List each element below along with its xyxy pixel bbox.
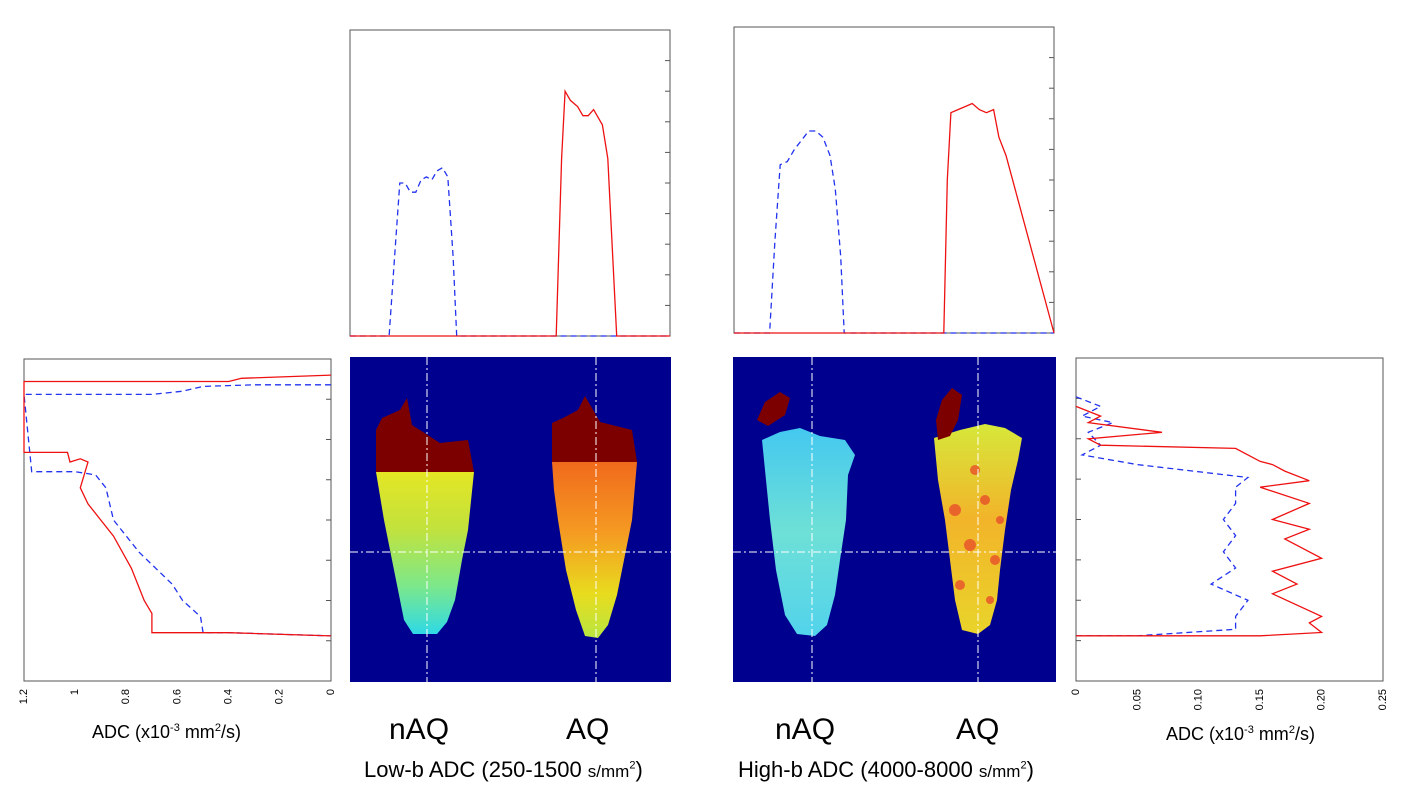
- right-side-histogram-AQ-series: [1075, 405, 1324, 637]
- left-axis-label: ADC (x10-3 mm2/s): [92, 722, 241, 743]
- low-b-caption-end: ): [635, 757, 643, 782]
- right-side-histogram-tick-label: 0.20: [1316, 689, 1328, 710]
- right-side-histogram-nAQ-series: [1075, 396, 1250, 637]
- right-side-histogram-tick-label: 0.15: [1254, 689, 1266, 710]
- left-axis-label-end: /s): [220, 722, 241, 742]
- low-b-caption: Low-b ADC (250-1500 s/mm2): [364, 757, 643, 783]
- right-axis-label-exp2: 2: [1288, 724, 1295, 736]
- tick-labels: 1.2 1 0.8 0.6 0.4 0.2 0 0 0.05 0.10 0.15 0.20 0.25: [18, 689, 1389, 710]
- low-b-top-histogram-nAQ-series: [350, 166, 670, 337]
- low-b-caption-unit: s/mm: [587, 762, 630, 781]
- left-side-histogram-frame: [23, 358, 332, 682]
- right-side-histogram-tick-label: 0.05: [1131, 689, 1143, 710]
- tick-marks: [326, 57, 1081, 642]
- low-b-top-histogram-frame: [349, 29, 671, 337]
- high-b-nAQ-label: nAQ: [775, 713, 836, 746]
- left-side-histogram-tick-label: 0.8: [120, 689, 132, 704]
- left-side-histogram-tick-label: 1.2: [18, 689, 30, 704]
- high-b-AQ-hotspots: [949, 465, 1004, 604]
- right-axis-label-pre: ADC (x10: [1166, 724, 1245, 744]
- high-b-nAQ-region: [762, 428, 855, 636]
- left-side-histogram-nAQ-series: [23, 384, 332, 637]
- low-b-caption-text: Low-b ADC (250-1500: [364, 757, 588, 782]
- low-b-top-histogram-AQ-series: [350, 88, 670, 337]
- left-side-histogram-tick-label: 0.4: [223, 689, 235, 704]
- low-b-AQ-top: [552, 396, 637, 462]
- high-b-top-histogram-AQ-series: [734, 102, 1055, 334]
- right-side-histogram-tick-label: 0.25: [1377, 689, 1389, 710]
- high-b-nAQ-top: [757, 392, 790, 426]
- histogram-series: [23, 88, 1324, 637]
- left-axis-label-exp: -3: [170, 722, 180, 734]
- left-side-histogram-tick-label: 0.6: [171, 689, 183, 704]
- right-side-histogram-frame: [1075, 357, 1384, 682]
- high-b-AQ-top: [936, 388, 962, 440]
- left-axis-label-unit: mm: [179, 722, 215, 742]
- high-b-caption-exp: 2: [1020, 759, 1027, 772]
- low-b-nAQ-region: [376, 472, 474, 634]
- left-axis-label-exp2: 2: [214, 722, 221, 734]
- right-side-histogram-tick-label: 0.10: [1193, 689, 1205, 710]
- right-axis-label-unit: mm: [1253, 724, 1289, 744]
- left-axis-label-pre: ADC (x10: [92, 722, 171, 742]
- low-b-AQ-label: AQ: [566, 713, 610, 746]
- high-b-AQ-label: AQ: [956, 713, 1000, 746]
- low-b-adc-map: [350, 357, 671, 682]
- left-side-histogram-tick-label: 1: [69, 689, 81, 695]
- right-side-histogram-tick-label: 0: [1070, 689, 1082, 695]
- high-b-caption-text: High-b ADC (4000-8000: [738, 757, 979, 782]
- low-b-caption-exp: 2: [629, 759, 636, 772]
- left-side-histogram-AQ-series: [23, 374, 332, 637]
- right-axis-label-exp: -3: [1244, 724, 1254, 736]
- low-b-nAQ-label: nAQ: [389, 713, 450, 746]
- high-b-caption-unit: s/mm: [978, 762, 1021, 781]
- high-b-caption-end: ): [1026, 757, 1034, 782]
- high-b-top-histogram-frame: [733, 26, 1055, 334]
- left-side-histogram-tick-label: 0.2: [274, 689, 286, 704]
- right-axis-label-end: /s): [1294, 724, 1315, 744]
- high-b-adc-map: [733, 357, 1056, 682]
- low-b-AQ-region: [552, 462, 637, 638]
- right-axis-label: ADC (x10-3 mm2/s): [1166, 724, 1315, 745]
- high-b-caption: High-b ADC (4000-8000 s/mm2): [738, 757, 1034, 783]
- low-b-nAQ-top: [376, 398, 474, 472]
- left-side-histogram-tick-label: 0: [325, 689, 337, 695]
- high-b-top-histogram-nAQ-series: [734, 130, 1054, 334]
